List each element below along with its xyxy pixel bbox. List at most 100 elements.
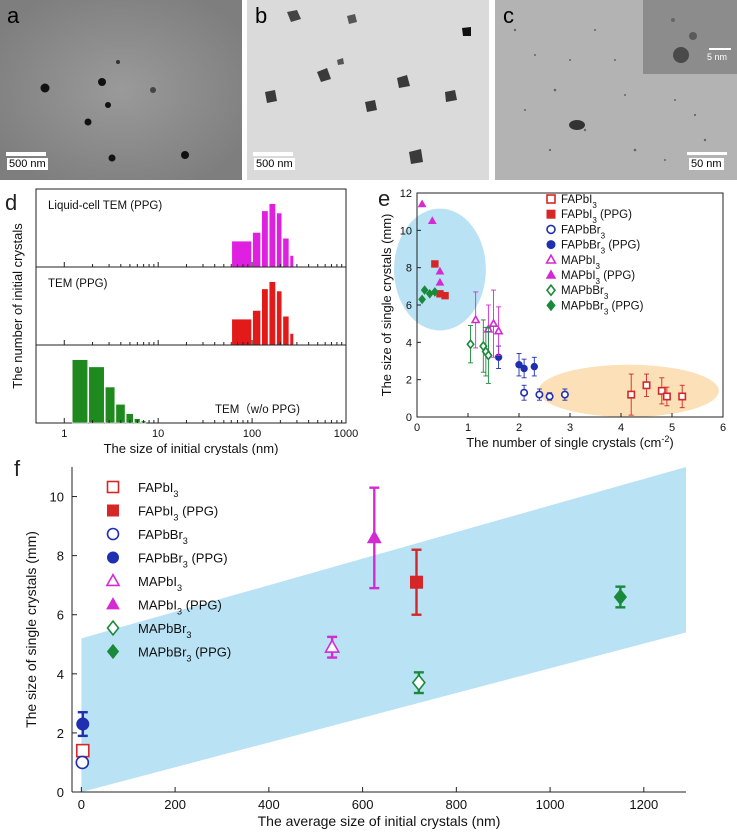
y-axis-label-d: The number of initial crystals [10,223,25,389]
histogram-bar [289,333,294,346]
legend-marker [546,224,556,235]
data-point [520,388,529,397]
data-point [75,755,90,770]
data-point [470,314,481,324]
x-tick-label-e: 6 [720,422,726,434]
legend-label: FAPbI3 (PPG) [561,209,632,225]
panel-label-e: e [378,186,391,211]
legend-label: MAPbI3 [138,574,182,593]
subplot-label-2: TEM（w/o PPG) [215,403,300,416]
subplot-label-1: TEM (PPG) [48,278,108,290]
legend-marker [106,619,120,637]
data-point [530,362,539,371]
data-point [535,390,544,399]
data-point [678,392,687,401]
histogram-bar [261,210,269,268]
panel-label-a: a [7,3,20,28]
data-point [420,285,429,295]
data-point [545,392,554,401]
y-tick-label-e: 2 [406,375,412,387]
x-tick-label-d: 100 [243,428,261,440]
data-point [411,673,426,692]
legend-marker [106,527,120,541]
histogram-bar [231,240,252,268]
data-point [560,390,569,399]
x-tick-label-f: 1000 [536,797,565,812]
scale-bar-a [6,152,46,156]
legend-marker [546,209,556,219]
legend-label: FAPbBr3 (PPG) [561,240,640,256]
y-tick-label-e: 8 [406,263,412,275]
data-point [662,392,671,401]
panel-label-d: d [5,190,18,215]
histogram-bar [71,359,89,424]
y-tick-label-f: 0 [57,785,64,800]
scale-bar-b [253,152,293,156]
histogram-bar [252,310,261,346]
data-point [657,386,666,395]
data-point [435,277,445,286]
x-tick-label-f: 800 [445,797,467,812]
x-tick-label-e: 0 [414,422,420,434]
x-tick-label-d: 1000 [334,428,358,440]
x-tick-label-e: 5 [669,422,675,434]
legend-label: MAPbBr3 (PPG) [561,300,644,316]
data-point [488,318,499,328]
legend-marker [107,551,119,564]
histogram-bar [276,212,283,268]
tem-image-a: 500 nm a [0,0,242,180]
data-point [417,199,427,208]
data-point [642,381,651,390]
data-point [324,638,341,653]
y-axis-label-f: The size of single crystals (mm) [23,531,39,728]
tem-b-particles [247,0,489,180]
legend-label: MAPbBr3 (PPG) [138,645,231,664]
legend-marker [107,504,119,517]
x-tick-label-f: 0 [78,797,85,812]
x-tick-label-d: 10 [152,428,164,440]
legend-marker [106,597,120,610]
x-tick-label-d: 1 [61,428,67,440]
x-tick-label-f: 1200 [629,797,658,812]
trend-band [81,467,687,792]
data-point [520,364,528,373]
histogram-bar [252,232,261,268]
scale-label-c: 50 nm [689,158,724,170]
subplot-frame-2 [35,344,347,424]
data-point [431,260,439,268]
histogram-bar [282,237,290,268]
y-tick-label-e: 4 [406,337,412,349]
data-point [627,390,636,399]
legend-label: FAPbBr3 (PPG) [138,551,228,570]
legend-label: MAPbI3 [561,255,601,270]
x-tick-label-e: 4 [618,422,624,434]
legend-marker [106,480,120,494]
inset-scale-bar [709,48,731,50]
y-tick-label-e: 10 [400,225,412,237]
x-axis-label-d: The size of initial crystals (nm) [104,441,279,455]
legend-label: FAPbBr3 [561,224,606,240]
data-point [427,216,437,225]
x-tick-label-e: 2 [516,422,522,434]
legend-marker [545,269,557,279]
histogram-bar [88,366,105,424]
histogram-bar [261,288,269,346]
panel-label-b: b [255,3,268,28]
data-point [431,287,439,297]
scale-label-a: 500 nm [7,158,48,170]
tem-image-b: 500 nm b [247,0,489,180]
y-tick-label-f: 4 [57,667,64,682]
legend-marker [546,194,556,204]
scale-label-b: 500 nm [254,158,295,170]
legend-marker [545,253,557,264]
data-point [418,294,426,305]
legend-marker [545,283,557,297]
histogram-bar [268,281,276,346]
legend-label: FAPbBr3 [138,527,188,546]
data-point [613,588,628,606]
y-tick-label-e: 12 [400,188,412,200]
x-tick-label-f: 400 [258,797,280,812]
data-point [76,717,90,731]
panel-label-f: f [14,456,21,481]
histogram-bar [268,203,276,268]
